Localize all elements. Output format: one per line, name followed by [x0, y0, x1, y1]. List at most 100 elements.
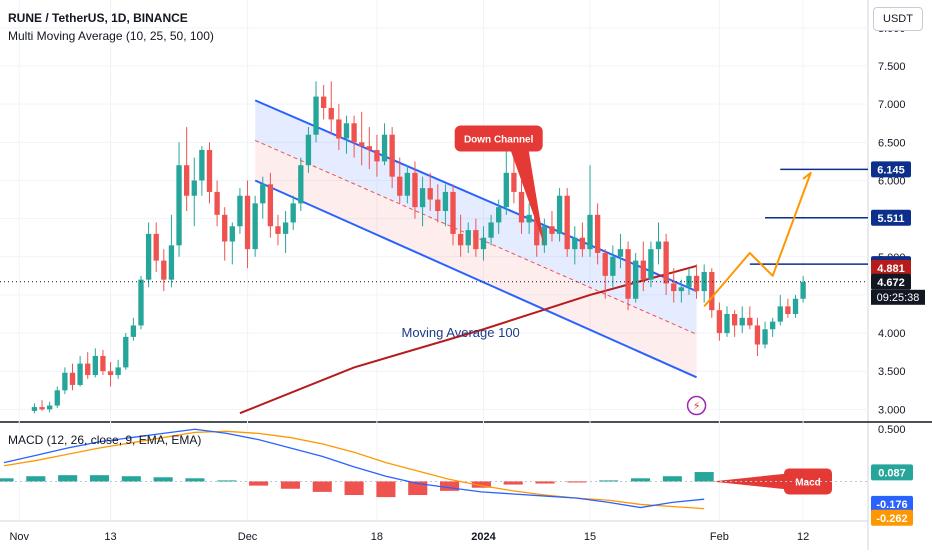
lightning-glyph: ⚡	[693, 400, 701, 413]
time-tick-label: Dec	[238, 531, 258, 543]
candle-body	[724, 314, 730, 334]
macd-line	[3, 428, 705, 509]
candle-body	[427, 188, 433, 200]
candle-body	[359, 142, 365, 147]
price-tag-5511: 5.511	[878, 213, 905, 225]
candle-body	[77, 363, 83, 385]
time-tick-label: Nov	[9, 531, 29, 543]
currency-button[interactable]: USDT	[873, 7, 923, 31]
candle-body	[450, 191, 456, 234]
candle-body	[541, 226, 548, 246]
candle-body	[328, 108, 334, 120]
macd-callout-label: Macd	[795, 477, 821, 488]
candle-body	[534, 214, 540, 246]
candle-body	[785, 306, 791, 314]
candle-body	[206, 149, 213, 192]
candle-body	[107, 371, 114, 376]
macd-histogram-bar	[599, 480, 619, 482]
moving-average-label: Moving Average 100	[401, 325, 519, 340]
candle-body	[633, 260, 639, 299]
candle-body	[602, 252, 608, 276]
indicator-label[interactable]: Multi Moving Average (10, 25, 50, 100)	[8, 29, 214, 43]
countdown-bg	[871, 289, 925, 305]
price-tag-ma-bg	[871, 259, 911, 276]
candle-body	[648, 249, 654, 280]
candle-body	[168, 245, 175, 280]
price-tick-label: 3.500	[878, 366, 906, 378]
price-tag-last: 4.672	[877, 277, 905, 289]
candle-body	[731, 314, 738, 326]
price-tags: 6.1455.5114.9044.8814.67209:25:380.087-0…	[871, 161, 925, 526]
macd-histogram-bar	[440, 481, 460, 491]
macd-histogram-bar	[630, 478, 651, 482]
macd-histogram-bar	[280, 481, 300, 489]
price-tag-5511-bg	[871, 209, 911, 226]
price-tag-6145: 6.145	[877, 164, 905, 176]
macd-histogram-bar	[312, 481, 332, 492]
candle-body	[244, 195, 251, 250]
time-tick-label: 18	[371, 531, 383, 543]
price-tag-last-bg	[871, 273, 911, 290]
macd-histogram-bar	[567, 481, 587, 483]
candle-body	[275, 226, 281, 234]
candle-body	[473, 230, 479, 250]
candle-body	[145, 233, 152, 280]
candle-body	[313, 96, 319, 135]
candle-body	[442, 191, 449, 211]
candle-body	[62, 372, 68, 391]
macd-indicator-label[interactable]: MACD (12, 26, close, 9, EMA, EMA)	[8, 433, 202, 447]
candle-body	[739, 317, 745, 326]
candle-body	[336, 119, 342, 139]
macd-histogram-bar	[121, 476, 141, 482]
macd-tag-line: -0.176	[876, 499, 907, 511]
candle-body	[69, 372, 76, 385]
candle-body	[39, 407, 45, 410]
macd-histogram-bar	[249, 481, 269, 486]
macd-histogram-bar	[89, 475, 110, 482]
countdown-label: 09:25:38	[877, 292, 920, 304]
candle-body	[237, 195, 243, 227]
candle-body	[754, 325, 761, 345]
macd-histogram-bar	[344, 481, 364, 496]
macd-histogram-bar	[0, 478, 14, 482]
time-tick-label: Feb	[710, 531, 729, 543]
candle-body	[792, 298, 799, 314]
candle-body	[130, 325, 137, 337]
candle-body	[214, 191, 220, 215]
candle-body	[389, 134, 395, 177]
candle-body	[252, 203, 258, 250]
symbol-title[interactable]: RUNE / TetherUS, 1D, BINANCE	[8, 11, 188, 25]
price-tick-label: 3.000	[878, 404, 906, 416]
candle-body	[47, 405, 53, 410]
candle-body	[556, 195, 563, 234]
candle-body	[100, 355, 106, 372]
axes: 8.0007.5007.0006.5006.0005.5005.0004.500…	[9, 23, 905, 543]
candle-body	[138, 279, 144, 326]
candle-body	[161, 260, 167, 280]
candle-body	[229, 226, 235, 242]
candle-body	[480, 237, 487, 250]
grid	[0, 0, 868, 521]
macd-histogram-bar	[153, 477, 173, 482]
candle-body	[320, 96, 327, 108]
projection-arrow	[703, 171, 812, 308]
candle-body	[549, 226, 555, 234]
candle-body	[572, 237, 578, 250]
channel-lower-line	[254, 179, 697, 379]
annotations: Down Channel Moving Average 100 ⚡ Macd	[401, 125, 832, 495]
macd-histogram-bar	[376, 481, 396, 498]
candle-body	[678, 287, 685, 292]
candle-body	[305, 134, 312, 166]
macd-tag-histogram-bg	[871, 464, 913, 481]
candle-body	[579, 237, 586, 250]
candle-body	[419, 188, 426, 208]
price-levels	[0, 168, 868, 283]
candle-body	[191, 180, 197, 196]
channel-upper-line	[254, 99, 697, 293]
candle-body	[435, 199, 441, 211]
candle-body	[762, 329, 768, 345]
candle-body	[640, 260, 646, 280]
candle-body	[655, 241, 662, 250]
